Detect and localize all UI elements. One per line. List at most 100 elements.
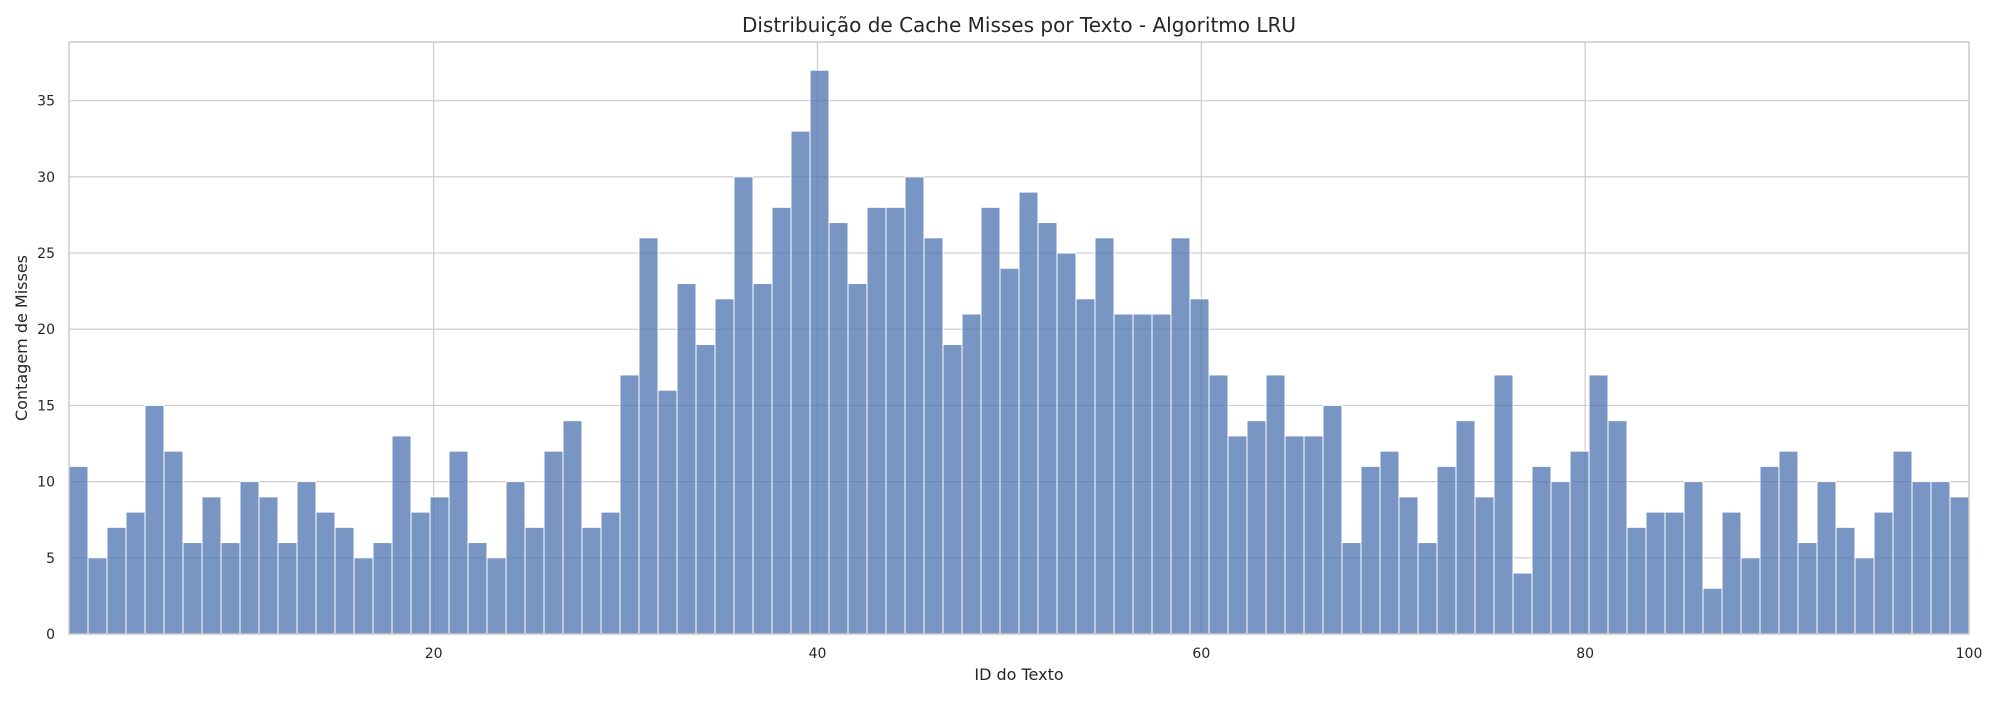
y-tick-label: 15 (37, 398, 55, 414)
histogram-bar (1037, 222, 1058, 635)
histogram-bar (657, 389, 678, 635)
histogram-bar (600, 511, 621, 635)
histogram-bar (1474, 496, 1495, 635)
chart-title: Distribuição de Cache Misses por Texto -… (742, 13, 1296, 37)
histogram-bar (1740, 557, 1761, 635)
histogram-bar (1702, 587, 1723, 635)
histogram-bar (1835, 526, 1856, 635)
histogram-bar (1569, 450, 1590, 635)
histogram-bar (638, 237, 659, 635)
histogram-bar (505, 481, 526, 635)
histogram-bar (68, 465, 89, 635)
histogram-bar (1626, 526, 1647, 635)
histogram-bar (1208, 374, 1229, 635)
histogram-bar (1265, 374, 1286, 635)
histogram-bar (1075, 298, 1096, 635)
histogram-bar (353, 557, 374, 635)
histogram-bar (1189, 298, 1210, 635)
histogram-bar (448, 450, 469, 635)
histogram-bar (277, 542, 298, 635)
histogram-bar (1721, 511, 1742, 635)
y-tick-label: 0 (46, 627, 55, 643)
histogram-bar (1645, 511, 1666, 635)
x-tick-label: 40 (809, 646, 827, 662)
histogram-bar (961, 313, 982, 635)
histogram-bar (239, 481, 260, 635)
y-tick-label: 5 (46, 551, 55, 567)
histogram-bar (1341, 542, 1362, 635)
histogram-bar (524, 526, 545, 635)
histogram-bar (1873, 511, 1894, 635)
histogram-bar (1607, 420, 1628, 635)
histogram-bar (828, 222, 849, 635)
y-axis-label: Contagem de Misses (12, 255, 31, 421)
histogram-bar (1170, 237, 1191, 635)
histogram-bar (1417, 542, 1438, 635)
histogram-bar (201, 496, 222, 635)
histogram-bar (1778, 450, 1799, 635)
x-tick-label: 20 (425, 646, 443, 662)
histogram-bar (1379, 450, 1400, 635)
histogram-bar (1246, 420, 1267, 635)
histogram-bar (790, 130, 811, 635)
histogram-bar (714, 298, 735, 635)
histogram-bar (1322, 404, 1343, 635)
histogram-bar (619, 374, 640, 635)
x-tick-label: 60 (1192, 646, 1210, 662)
histogram-bar (467, 542, 488, 635)
histogram-bar (1892, 450, 1913, 635)
histogram-bar (1132, 313, 1153, 635)
histogram-bar (1493, 374, 1514, 635)
histogram-bar (1531, 465, 1552, 635)
histogram-bar (87, 557, 108, 635)
histogram-bar (752, 283, 773, 635)
histogram-bar (1797, 542, 1818, 635)
histogram-bar (809, 69, 830, 635)
histogram-bar (1436, 465, 1457, 635)
histogram-bar (1512, 572, 1533, 635)
histogram-bar (562, 420, 583, 635)
histogram-bar (923, 237, 944, 635)
histogram-bar (1056, 252, 1077, 635)
y-tick-label: 10 (37, 475, 55, 491)
histogram-bar (315, 511, 336, 635)
histogram-bar (1683, 481, 1704, 635)
y-tick-label: 35 (37, 94, 55, 110)
plot-frame (68, 41, 1970, 635)
x-tick-label: 100 (1956, 646, 1983, 662)
histogram-bar (1550, 481, 1571, 635)
histogram-bar (904, 176, 925, 635)
histogram-bar (733, 176, 754, 635)
histogram-bar (695, 343, 716, 635)
histogram-bar (1113, 313, 1134, 635)
histogram-bar (1664, 511, 1685, 635)
histogram-bar (144, 404, 165, 635)
histogram-bar (1949, 496, 1970, 635)
histogram-bar (1303, 435, 1324, 635)
histogram-bar (1151, 313, 1172, 635)
histogram-bar (125, 511, 146, 635)
histogram-bar (942, 343, 963, 635)
histogram-bar (1930, 481, 1951, 635)
histogram-bar (1455, 420, 1476, 635)
histogram-bar (1854, 557, 1875, 635)
histogram-bar (866, 206, 887, 635)
histogram-bar (999, 267, 1020, 635)
histogram-bar (1284, 435, 1305, 635)
histogram-bar (220, 542, 241, 635)
histogram-bar (1398, 496, 1419, 635)
histogram-bar (429, 496, 450, 635)
histogram-bar (885, 206, 906, 635)
y-tick-label: 30 (37, 170, 55, 186)
histogram-bar (182, 542, 203, 635)
histogram-bar (543, 450, 564, 635)
histogram-bar (163, 450, 184, 635)
x-tick-labels: 20 40 60 80 100 (425, 646, 1983, 662)
x-axis-label: ID do Texto (974, 665, 1063, 684)
histogram-bar (1588, 374, 1609, 635)
histogram-bar (847, 283, 868, 635)
x-tick-label: 80 (1576, 646, 1594, 662)
histogram-bar (771, 206, 792, 635)
